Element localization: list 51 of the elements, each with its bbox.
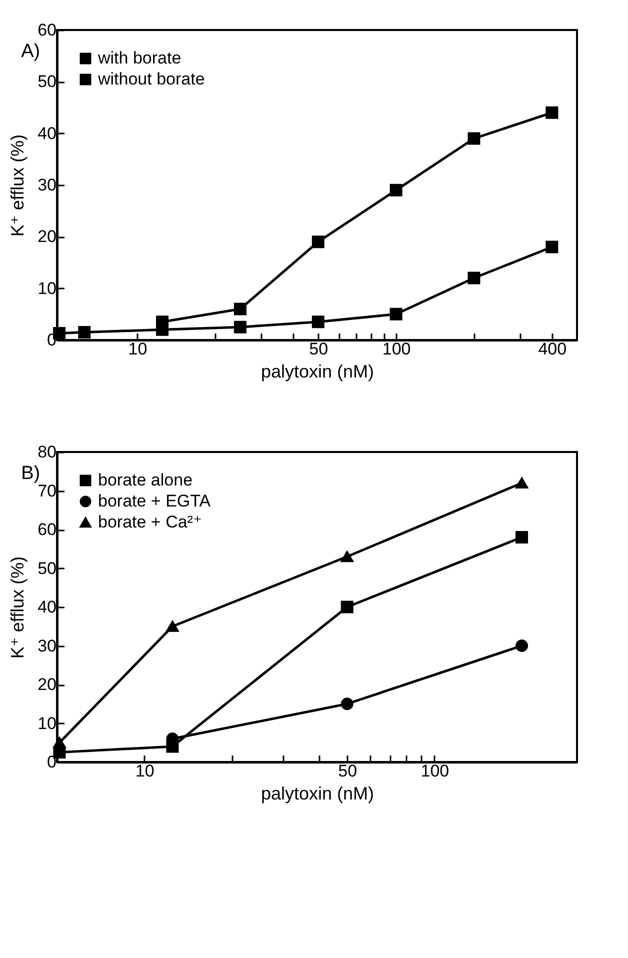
point <box>390 184 402 196</box>
legend-label: borate + Ca²⁺ <box>98 512 202 532</box>
x-tick-label: 50 <box>309 340 328 358</box>
y-tick-label: 30 <box>38 176 56 194</box>
point <box>516 640 528 652</box>
text: B) <box>21 463 40 484</box>
point <box>390 308 402 320</box>
x-tick-label: 50 <box>338 762 358 780</box>
y-tick-label: 60 <box>38 20 56 40</box>
legend-label: without borate <box>97 70 205 88</box>
y-tick-label: 20 <box>38 227 56 246</box>
x-tick-label: 100 <box>420 762 450 780</box>
point <box>166 620 179 632</box>
y-tick-label: 30 <box>38 636 56 656</box>
legend-label: with borate <box>97 48 182 68</box>
point <box>468 132 480 145</box>
point <box>234 320 246 334</box>
x-tick-label: 10 <box>128 340 148 358</box>
y-tick-label: 40 <box>38 124 56 143</box>
x-tick-label: 100 <box>382 340 411 358</box>
y-axis-title: K⁺ efflux (%) <box>8 134 28 237</box>
y-tick-label: 60 <box>38 520 56 539</box>
y-tick-label: 80 <box>38 442 56 462</box>
y-tick-label: 10 <box>38 278 56 298</box>
y-tick-label: 40 <box>38 598 56 616</box>
point <box>340 551 354 562</box>
point <box>516 531 528 544</box>
point <box>546 106 558 119</box>
point <box>516 477 528 489</box>
x-axis-title: palytoxin (nM) <box>260 362 374 382</box>
x-tick-label: 10 <box>135 762 154 780</box>
point <box>312 316 324 328</box>
y-axis-title: K⁺ efflux (%) <box>8 556 28 659</box>
point <box>156 323 169 336</box>
point <box>340 698 354 710</box>
y-tick-label: 20 <box>38 675 56 694</box>
point <box>468 272 480 284</box>
point <box>78 326 91 338</box>
point <box>340 600 354 614</box>
text: A) <box>21 41 40 62</box>
point <box>312 236 324 248</box>
x-axis-title: palytoxin (nM) <box>260 784 374 804</box>
y-tick-label: 70 <box>38 481 56 500</box>
legend-label: borate + EGTA <box>98 492 212 510</box>
point <box>546 240 558 254</box>
y-tick-label: 50 <box>38 558 56 578</box>
point <box>234 302 246 316</box>
y-tick-label: 10 <box>38 714 56 733</box>
legend-label: borate alone <box>98 470 193 490</box>
x-tick-label: 400 <box>538 340 567 358</box>
y-tick-label: 50 <box>38 72 56 92</box>
